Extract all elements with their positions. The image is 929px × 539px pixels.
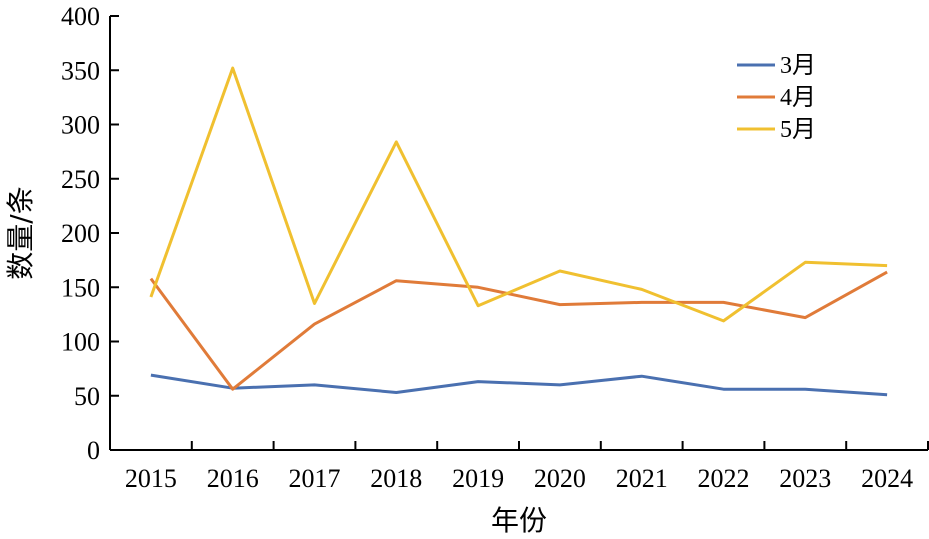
y-tick-label: 300	[61, 111, 100, 140]
series-lines	[149, 66, 888, 397]
x-axis-title: 年份	[491, 504, 547, 537]
x-tick-label: 2017	[289, 464, 341, 493]
x-tick-label: 2021	[616, 464, 668, 493]
series-line	[149, 66, 888, 323]
y-tick-label: 0	[87, 436, 100, 465]
tick-labels: 0 50 100 150 200 250 300 350 400 2015 2016 2017 2018…	[61, 2, 913, 493]
series-line	[149, 270, 888, 391]
x-tick-label: 2018	[370, 464, 422, 493]
y-tick-label: 50	[74, 382, 100, 411]
x-tick-label: 2015	[125, 464, 177, 493]
x-tick-label: 2022	[698, 464, 750, 493]
series-line	[150, 373, 888, 397]
y-tick-label: 150	[61, 273, 100, 302]
legend-label: 4月	[780, 85, 816, 111]
y-tick-label: 250	[61, 165, 100, 194]
y-axis-title: 数量/条	[4, 186, 37, 279]
y-tick-label: 200	[61, 219, 100, 248]
legend-label: 5月	[780, 117, 816, 143]
y-tick-label: 100	[61, 328, 100, 357]
x-tick-label: 2020	[534, 464, 586, 493]
legend: 3月 4月 5月	[737, 53, 816, 143]
x-tick-label: 2019	[452, 464, 504, 493]
legend-label: 3月	[780, 53, 816, 79]
y-tick-label: 350	[61, 56, 100, 85]
y-tick-label: 400	[61, 2, 100, 31]
x-tick-label: 2024	[861, 464, 913, 493]
axes	[109, 15, 929, 451]
x-tick-label: 2023	[779, 464, 831, 493]
x-tick-label: 2016	[207, 464, 259, 493]
